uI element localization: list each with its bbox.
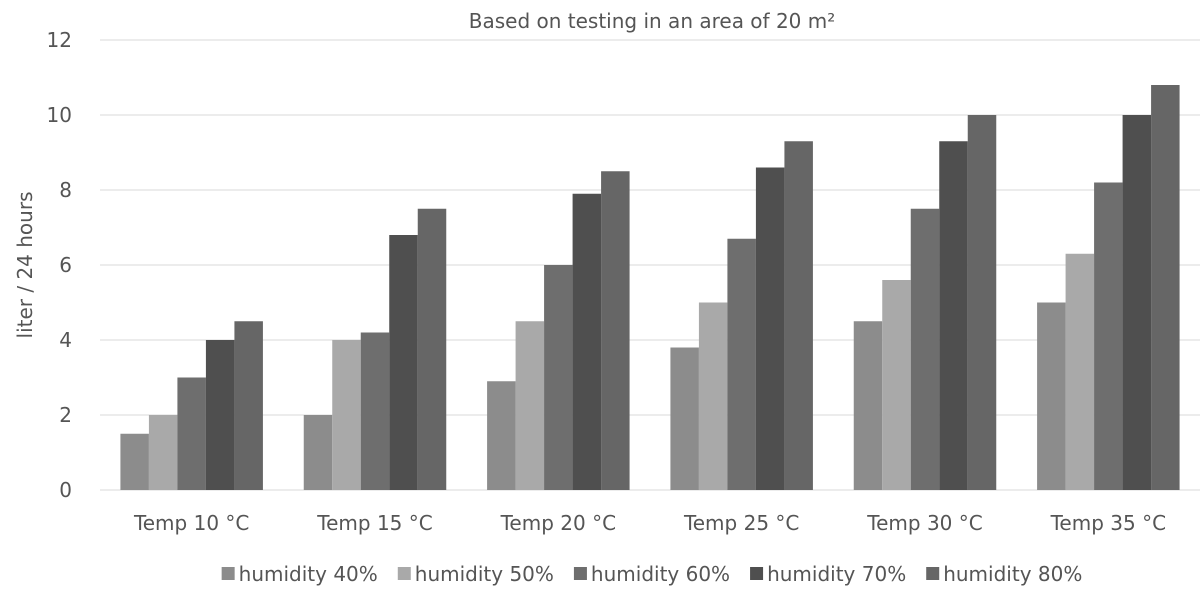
bar: Temp 20 °C — humidity 50%: 4.5 xyxy=(515,321,545,490)
x-category-label: Temp 15 °C xyxy=(316,511,432,535)
bar: Temp 20 °C — humidity 70%: 7.9 xyxy=(572,193,602,490)
bar: Temp 25 °C — humidity 80%: 9.3 xyxy=(784,141,813,490)
bar: Temp 15 °C — humidity 40%: 2 xyxy=(303,415,333,490)
bar: Temp 10 °C — humidity 70%: 4 xyxy=(205,340,235,490)
gridlines xyxy=(100,39,1200,491)
bar: Temp 35 °C — humidity 70%: 10 xyxy=(1122,115,1152,490)
y-tick-label: 2 xyxy=(59,403,72,427)
bar: Temp 25 °C — humidity 50%: 5 xyxy=(698,302,728,490)
bar: Temp 30 °C — humidity 80%: 10 xyxy=(967,115,997,490)
bar: Temp 30 °C — humidity 40%: 4.5 xyxy=(853,321,883,490)
bar: Temp 30 °C — humidity 50%: 5.6 xyxy=(882,280,911,490)
bar: Temp 30 °C — humidity 60%: 7.5 xyxy=(910,208,940,490)
bar: Temp 35 °C — humidity 80%: 10.8 xyxy=(1151,85,1180,490)
x-category-label: Temp 35 °C xyxy=(1050,511,1166,535)
y-tick-label: 4 xyxy=(59,328,72,352)
legend-label: humidity 60% xyxy=(591,562,730,586)
legend-label: humidity 80% xyxy=(943,562,1082,586)
chart-title: Based on testing in an area of 20 m² xyxy=(469,9,836,33)
x-axis-labels: Temp 10 °C Temp 15 °C Temp 20 °C Temp 25 °C… xyxy=(133,511,1166,535)
y-tick-label: 12 xyxy=(47,28,72,52)
bar: Temp 35 °C — humidity 50%: 6.3 xyxy=(1065,253,1095,490)
legend-swatch xyxy=(397,567,411,580)
y-tick-label: 8 xyxy=(59,178,72,202)
y-tick-label: 0 xyxy=(59,478,72,502)
bar: Temp 25 °C — humidity 40%: 3.8 xyxy=(670,347,699,490)
bar: Temp 25 °C — humidity 70%: 8.6 xyxy=(755,167,785,490)
bar: Temp 15 °C — humidity 70%: 6.8 xyxy=(389,235,418,490)
x-category-label: Temp 20 °C xyxy=(500,511,616,535)
bar: Temp 35 °C — humidity 60%: 8.2 xyxy=(1094,182,1123,490)
bar: Temp 25 °C — humidity 60%: 6.7 xyxy=(727,238,756,490)
x-category-label: Temp 25 °C xyxy=(683,511,799,535)
bar: Temp 20 °C — humidity 60%: 6 xyxy=(544,265,573,490)
bar: Temp 15 °C — humidity 50%: 4 xyxy=(332,340,361,490)
legend: humidity 40% humidity 50% humidity 60% humi… xyxy=(221,562,1082,586)
bar: Temp 10 °C — humidity 60%: 3 xyxy=(177,377,206,490)
bar: Temp 10 °C — humidity 50%: 2 xyxy=(148,415,178,490)
bar: Temp 10 °C — humidity 40%: 1.5 xyxy=(120,433,149,490)
bar: Temp 35 °C — humidity 40%: 5 xyxy=(1037,302,1066,490)
bar: Temp 15 °C — humidity 60%: 4.2 xyxy=(360,332,390,490)
bar: Temp 20 °C — humidity 40%: 2.9 xyxy=(487,381,516,490)
y-axis-title: liter / 24 hours xyxy=(13,192,37,339)
legend-swatch xyxy=(573,567,587,580)
x-category-label: Temp 30 °C xyxy=(866,511,982,535)
y-axis-ticks: 0 2 4 6 8 10 12 xyxy=(47,28,72,502)
x-category-label: Temp 10 °C xyxy=(133,511,249,535)
legend-swatch xyxy=(750,567,764,580)
legend-swatch xyxy=(926,567,940,580)
legend-swatch xyxy=(221,567,235,580)
bar: Temp 10 °C — humidity 80%: 4.5 xyxy=(234,321,263,490)
bars: Temp 10 °C — humidity 40%: 1.5Temp 10 °C… xyxy=(120,85,1180,490)
legend-label: humidity 50% xyxy=(415,562,554,586)
bar: Temp 20 °C — humidity 80%: 8.5 xyxy=(601,171,630,490)
legend-label: humidity 40% xyxy=(239,562,378,586)
y-tick-label: 6 xyxy=(59,253,72,277)
legend-label: humidity 70% xyxy=(767,562,906,586)
bar: Temp 15 °C — humidity 80%: 7.5 xyxy=(417,208,447,490)
y-tick-label: 10 xyxy=(47,103,72,127)
bar: Temp 30 °C — humidity 70%: 9.3 xyxy=(939,141,968,490)
